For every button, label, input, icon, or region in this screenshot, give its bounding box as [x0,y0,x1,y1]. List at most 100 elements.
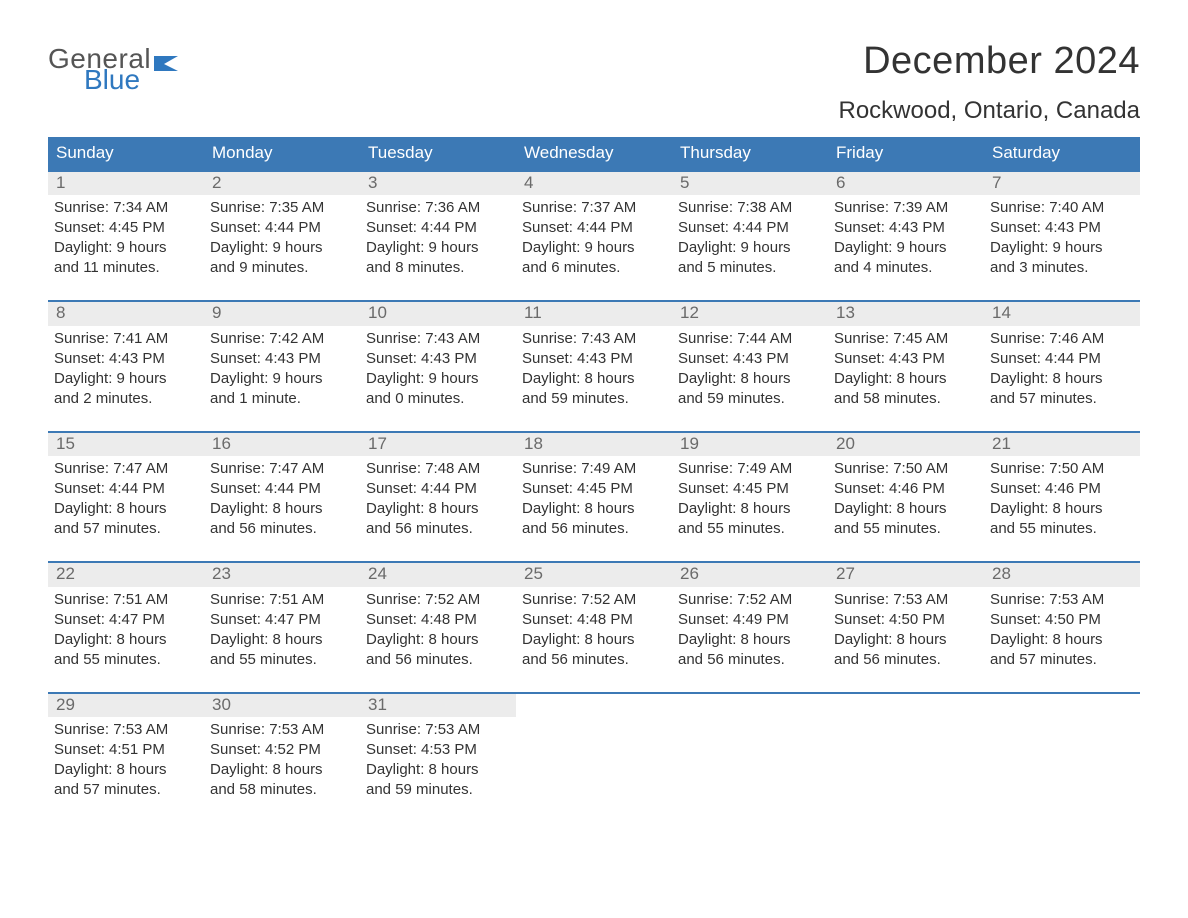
day-detail: Sunrise: 7:45 AMSunset: 4:43 PMDaylight:… [828,326,984,413]
day-detail: Sunrise: 7:43 AMSunset: 4:43 PMDaylight:… [360,326,516,413]
day-number: 15 [48,433,204,456]
daylight-line1: Daylight: 8 hours [210,760,354,780]
day-number: 19 [672,433,828,456]
day-number: 28 [984,563,1140,586]
calendar-day: 20Sunrise: 7:50 AMSunset: 4:46 PMDayligh… [828,433,984,543]
sunset-text: Sunset: 4:47 PM [210,610,354,630]
day-detail: Sunrise: 7:41 AMSunset: 4:43 PMDaylight:… [48,326,204,413]
calendar-day: 1Sunrise: 7:34 AMSunset: 4:45 PMDaylight… [48,172,204,282]
sunset-text: Sunset: 4:43 PM [366,349,510,369]
daylight-line1: Daylight: 8 hours [366,760,510,780]
daylight-line1: Daylight: 8 hours [678,499,822,519]
calendar-day: 7Sunrise: 7:40 AMSunset: 4:43 PMDaylight… [984,172,1140,282]
daylight-line1: Daylight: 8 hours [990,369,1134,389]
daylight-line1: Daylight: 8 hours [834,630,978,650]
daylight-line2: and 9 minutes. [210,258,354,278]
calendar-day [516,694,672,804]
calendar-day: 12Sunrise: 7:44 AMSunset: 4:43 PMDayligh… [672,302,828,412]
daylight-line2: and 56 minutes. [210,519,354,539]
sunrise-text: Sunrise: 7:50 AM [990,459,1134,479]
day-detail: Sunrise: 7:49 AMSunset: 4:45 PMDaylight:… [516,456,672,543]
calendar-day: 19Sunrise: 7:49 AMSunset: 4:45 PMDayligh… [672,433,828,543]
daylight-line2: and 11 minutes. [54,258,198,278]
daylight-line2: and 56 minutes. [522,650,666,670]
sunrise-text: Sunrise: 7:39 AM [834,198,978,218]
week-row: 1Sunrise: 7:34 AMSunset: 4:45 PMDaylight… [48,170,1140,282]
sunrise-text: Sunrise: 7:40 AM [990,198,1134,218]
month-title: December 2024 [839,40,1141,83]
day-number: 26 [672,563,828,586]
calendar-day: 18Sunrise: 7:49 AMSunset: 4:45 PMDayligh… [516,433,672,543]
calendar-day: 3Sunrise: 7:36 AMSunset: 4:44 PMDaylight… [360,172,516,282]
sunset-text: Sunset: 4:43 PM [210,349,354,369]
day-number [828,694,984,717]
day-detail: Sunrise: 7:53 AMSunset: 4:50 PMDaylight:… [984,587,1140,674]
sunrise-text: Sunrise: 7:51 AM [210,590,354,610]
daylight-line2: and 55 minutes. [210,650,354,670]
day-detail: Sunrise: 7:47 AMSunset: 4:44 PMDaylight:… [48,456,204,543]
calendar-day: 24Sunrise: 7:52 AMSunset: 4:48 PMDayligh… [360,563,516,673]
daylight-line2: and 5 minutes. [678,258,822,278]
sunrise-text: Sunrise: 7:52 AM [522,590,666,610]
dow-cell: Tuesday [360,137,516,170]
sunrise-text: Sunrise: 7:52 AM [678,590,822,610]
day-detail: Sunrise: 7:52 AMSunset: 4:49 PMDaylight:… [672,587,828,674]
day-detail: Sunrise: 7:52 AMSunset: 4:48 PMDaylight:… [360,587,516,674]
daylight-line2: and 56 minutes. [834,650,978,670]
weeks-container: 1Sunrise: 7:34 AMSunset: 4:45 PMDaylight… [48,170,1140,804]
sunrise-text: Sunrise: 7:44 AM [678,329,822,349]
sunset-text: Sunset: 4:43 PM [54,349,198,369]
sunrise-text: Sunrise: 7:41 AM [54,329,198,349]
daylight-line1: Daylight: 8 hours [990,630,1134,650]
calendar-day [984,694,1140,804]
brand-part2: Blue [84,67,182,94]
calendar-day: 22Sunrise: 7:51 AMSunset: 4:47 PMDayligh… [48,563,204,673]
day-detail: Sunrise: 7:38 AMSunset: 4:44 PMDaylight:… [672,195,828,282]
day-number: 31 [360,694,516,717]
calendar-day: 5Sunrise: 7:38 AMSunset: 4:44 PMDaylight… [672,172,828,282]
sunset-text: Sunset: 4:48 PM [522,610,666,630]
day-detail: Sunrise: 7:42 AMSunset: 4:43 PMDaylight:… [204,326,360,413]
day-number: 3 [360,172,516,195]
sunset-text: Sunset: 4:44 PM [54,479,198,499]
day-number: 4 [516,172,672,195]
day-number: 1 [48,172,204,195]
day-number [984,694,1140,717]
day-number: 17 [360,433,516,456]
sunrise-text: Sunrise: 7:52 AM [366,590,510,610]
daylight-line1: Daylight: 9 hours [210,369,354,389]
day-detail: Sunrise: 7:39 AMSunset: 4:43 PMDaylight:… [828,195,984,282]
daylight-line2: and 8 minutes. [366,258,510,278]
day-detail: Sunrise: 7:50 AMSunset: 4:46 PMDaylight:… [828,456,984,543]
sunset-text: Sunset: 4:49 PM [678,610,822,630]
sunset-text: Sunset: 4:46 PM [834,479,978,499]
sunrise-text: Sunrise: 7:47 AM [54,459,198,479]
calendar-day: 4Sunrise: 7:37 AMSunset: 4:44 PMDaylight… [516,172,672,282]
daylight-line1: Daylight: 8 hours [54,630,198,650]
calendar-day: 11Sunrise: 7:43 AMSunset: 4:43 PMDayligh… [516,302,672,412]
day-detail: Sunrise: 7:40 AMSunset: 4:43 PMDaylight:… [984,195,1140,282]
daylight-line2: and 57 minutes. [990,389,1134,409]
daylight-line2: and 55 minutes. [54,650,198,670]
sunset-text: Sunset: 4:44 PM [366,479,510,499]
sunrise-text: Sunrise: 7:47 AM [210,459,354,479]
day-number: 21 [984,433,1140,456]
day-detail: Sunrise: 7:51 AMSunset: 4:47 PMDaylight:… [48,587,204,674]
sunrise-text: Sunrise: 7:49 AM [522,459,666,479]
day-detail: Sunrise: 7:53 AMSunset: 4:52 PMDaylight:… [204,717,360,804]
calendar-day: 28Sunrise: 7:53 AMSunset: 4:50 PMDayligh… [984,563,1140,673]
calendar-day: 27Sunrise: 7:53 AMSunset: 4:50 PMDayligh… [828,563,984,673]
calendar-day: 14Sunrise: 7:46 AMSunset: 4:44 PMDayligh… [984,302,1140,412]
daylight-line1: Daylight: 8 hours [834,369,978,389]
daylight-line1: Daylight: 8 hours [522,369,666,389]
daylight-line2: and 57 minutes. [54,519,198,539]
sunrise-text: Sunrise: 7:35 AM [210,198,354,218]
daylight-line1: Daylight: 9 hours [210,238,354,258]
day-number: 12 [672,302,828,325]
sunrise-text: Sunrise: 7:37 AM [522,198,666,218]
week-row: 29Sunrise: 7:53 AMSunset: 4:51 PMDayligh… [48,692,1140,804]
calendar-day: 8Sunrise: 7:41 AMSunset: 4:43 PMDaylight… [48,302,204,412]
daylight-line1: Daylight: 9 hours [366,369,510,389]
sunset-text: Sunset: 4:52 PM [210,740,354,760]
day-number: 29 [48,694,204,717]
